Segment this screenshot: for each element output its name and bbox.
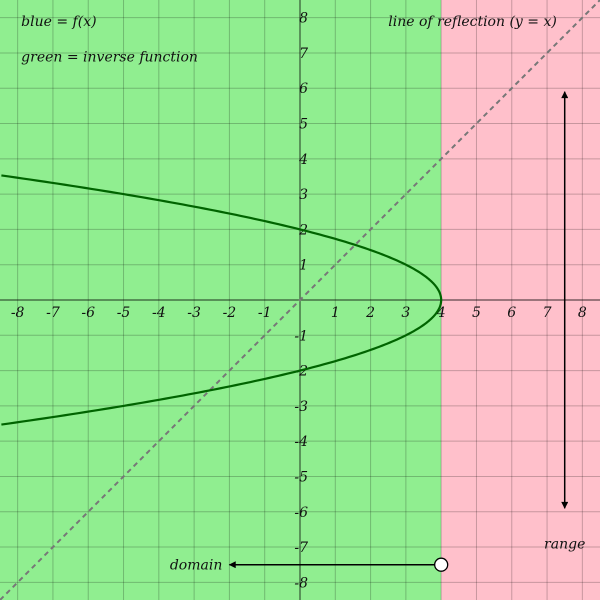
x-tick-label: -7: [46, 305, 60, 321]
x-tick-label: -5: [117, 305, 131, 321]
annotations: blue = f(x) green = inverse function line …: [21, 14, 585, 574]
y-tick-label: 3: [299, 187, 308, 203]
annotation-label: range: [544, 537, 585, 553]
x-tick-label: -3: [187, 305, 201, 321]
x-tick-label: -4: [152, 305, 166, 321]
y-tick-label: -5: [294, 469, 308, 485]
inverse-curve: [1, 174, 443, 426]
x-tick-label: 8: [578, 305, 587, 321]
y-tick-label: -1: [294, 328, 308, 344]
y-tick-label: -6: [294, 505, 308, 521]
domain-range-arrows: [228, 91, 569, 572]
x-tick-label: -1: [258, 305, 272, 321]
x-tick-label: 7: [543, 305, 552, 321]
y-tick-label: -3: [294, 399, 308, 415]
x-tick-label: 3: [401, 305, 410, 321]
x-tick-label: 6: [507, 305, 516, 321]
annotation-label: blue = f(x): [21, 14, 96, 30]
x-tick-label: 2: [365, 305, 375, 321]
y-tick-label: -7: [294, 540, 308, 556]
x-tick-label: -8: [11, 305, 25, 321]
x-tick-label: 4: [436, 305, 446, 321]
y-tick-label: 8: [299, 11, 308, 27]
annotation-label: domain: [170, 558, 223, 574]
y-tick-label: 6: [299, 81, 308, 97]
y-tick-label: 4: [298, 152, 308, 168]
x-tick-label: -6: [81, 305, 95, 321]
tick-labels: -8 -7 -6 -5 -4 -3 -2 -1 1 2 3 4 5 6 7 8 -8 -7 -6 -5 -4 -3 -2 -1…: [11, 11, 587, 592]
x-tick-label: -2: [223, 305, 237, 321]
y-tick-label: -4: [294, 434, 308, 450]
annotation-label: line of reflection (y = x): [388, 14, 557, 30]
x-tick-label: 5: [472, 305, 481, 321]
x-tick-label: 1: [331, 305, 340, 321]
y-tick-label: 7: [299, 46, 308, 62]
y-tick-label: -8: [294, 575, 308, 591]
y-tick-label: 1: [299, 258, 308, 274]
y-tick-label: 5: [299, 117, 308, 133]
domain-open-circle: [434, 557, 449, 572]
y-tick-label: -2: [294, 364, 308, 380]
annotation-label: green = inverse function: [21, 49, 198, 65]
